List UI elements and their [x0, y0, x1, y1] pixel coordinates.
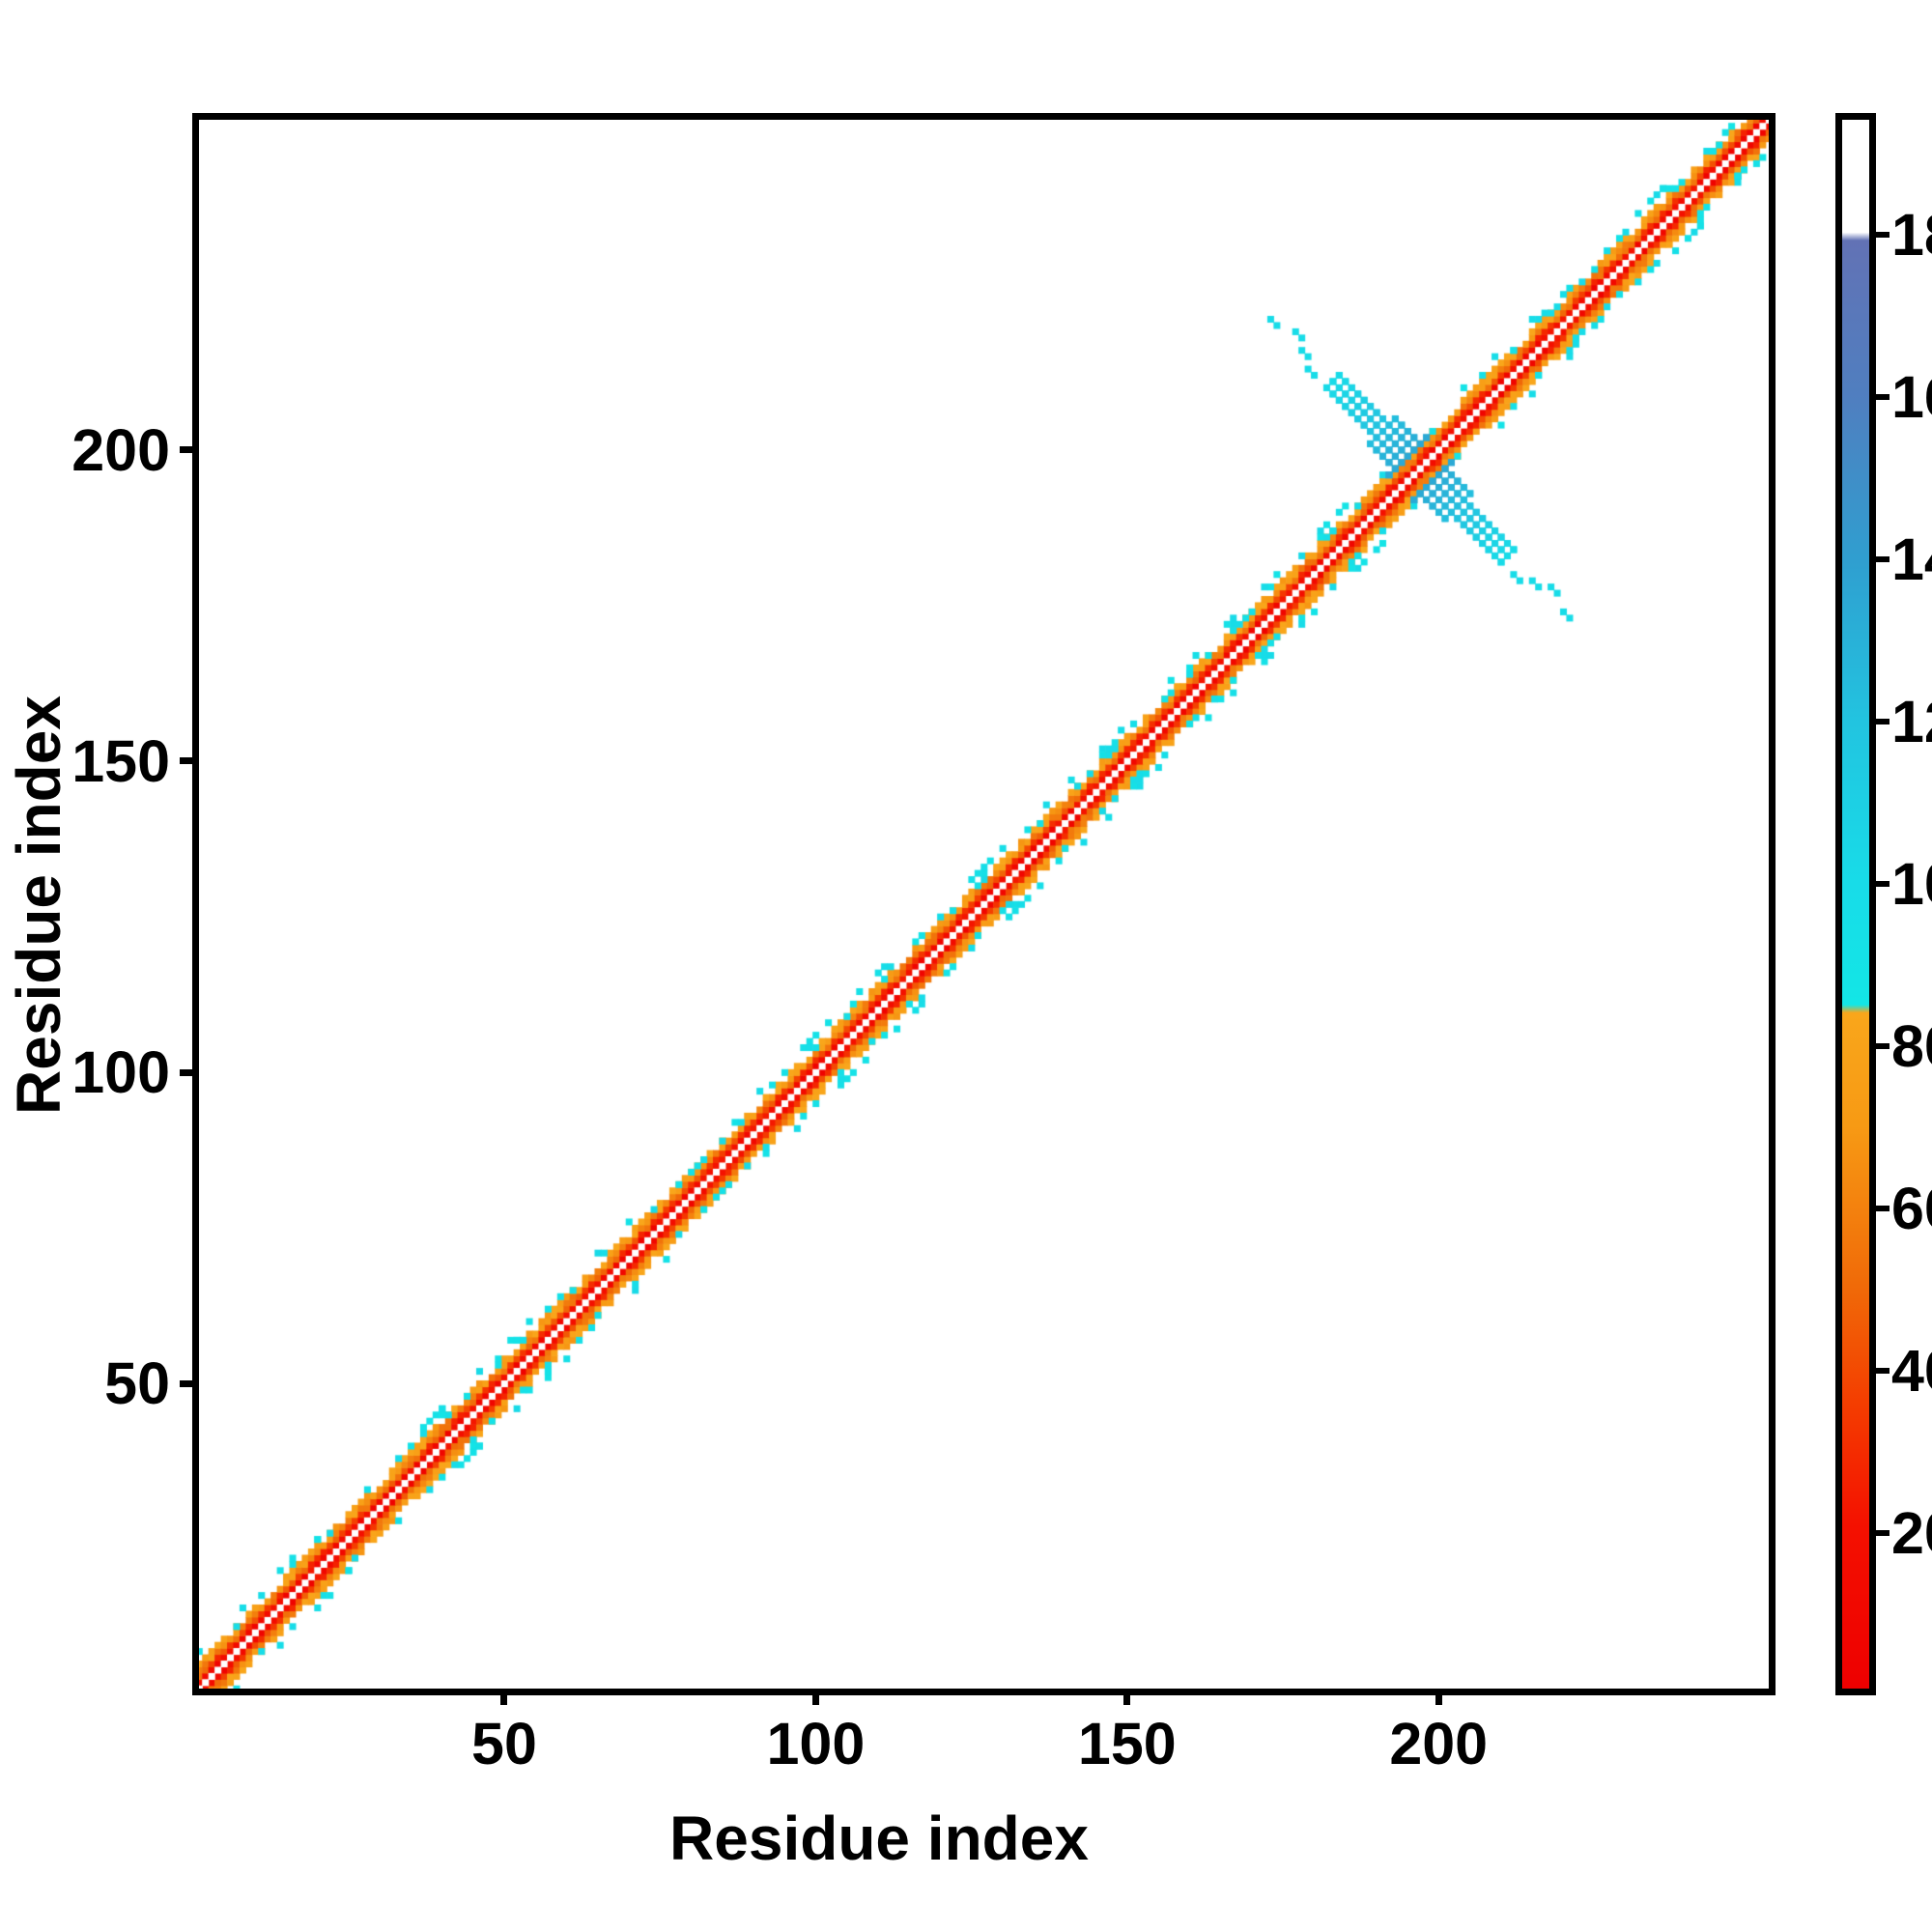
colorbar-tick-mark [1876, 232, 1889, 238]
colorbar-tick-label: 20 [1891, 1500, 1932, 1566]
x-tick-mark [1435, 1689, 1442, 1705]
colorbar: 20 40 60 80 100 120 140 160 180 [1835, 113, 1932, 1695]
colorbar-tick-mark [1876, 556, 1889, 562]
colorbar-tick-label: 120 [1891, 689, 1932, 754]
x-tick-mark [1123, 1689, 1131, 1705]
y-tick-mark [180, 757, 196, 765]
y-tick-mark [180, 1379, 196, 1387]
y-axis-title: Residue index [4, 696, 73, 1115]
x-tick-label: 200 [1389, 1711, 1489, 1776]
colorbar-tick-label: 80 [1891, 1013, 1932, 1079]
y-tick-mark [180, 1068, 196, 1076]
colorbar-tick-label: 140 [1891, 526, 1932, 592]
colorbar-tick-mark [1876, 1206, 1889, 1211]
colorbar-tick-mark [1876, 394, 1889, 400]
colorbar-tick-mark [1876, 881, 1889, 887]
y-tick-label: 200 [71, 416, 170, 483]
y-tick-label: 150 [71, 727, 170, 794]
x-axis-title-text: Residue index [669, 1804, 1089, 1873]
colorbar-tick-mark [1876, 719, 1889, 724]
x-tick-label: 150 [1077, 1711, 1177, 1776]
colorbar-tick-label: 60 [1891, 1176, 1932, 1241]
colorbar-tick-mark [1876, 1368, 1889, 1374]
contact-map-heatmap [199, 120, 1769, 1689]
x-tick-label: 50 [471, 1711, 537, 1776]
plot-area [192, 113, 1776, 1695]
y-tick-label: 100 [71, 1039, 170, 1105]
colorbar-tick-label: 180 [1891, 202, 1932, 268]
colorbar-tick-mark [1876, 1043, 1889, 1049]
colorbar-tick-label: 40 [1891, 1338, 1932, 1404]
x-tick-mark [811, 1689, 819, 1705]
colorbar-frame [1835, 113, 1876, 1695]
colorbar-tick-label: 160 [1891, 364, 1932, 430]
x-axis-title: Residue index [0, 1803, 1932, 1874]
x-tick-mark [500, 1689, 508, 1705]
colorbar-tick-label: 100 [1891, 851, 1932, 917]
colorbar-tick-mark [1876, 1530, 1889, 1536]
x-tick-label: 100 [766, 1711, 866, 1776]
y-tick-label: 50 [104, 1350, 170, 1417]
colorbar-gradient [1842, 120, 1869, 1689]
y-tick-mark [180, 446, 196, 454]
